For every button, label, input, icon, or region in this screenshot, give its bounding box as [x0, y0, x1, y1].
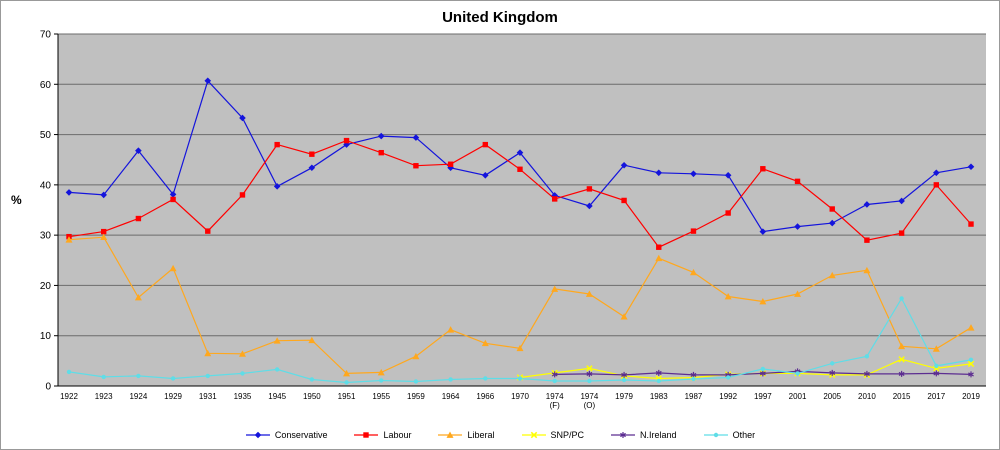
legend-item-conservative: Conservative: [245, 430, 328, 440]
svg-text:1945: 1945: [268, 392, 286, 401]
legend-item-liberal: Liberal: [437, 430, 495, 440]
legend-item-other: Other: [703, 430, 756, 440]
legend-item-n-ireland: N.Ireland: [610, 430, 677, 440]
svg-text:1974(F): 1974 (F): [546, 392, 564, 410]
svg-text:2005: 2005: [823, 392, 841, 401]
svg-text:1970: 1970: [511, 392, 529, 401]
svg-text:1922: 1922: [60, 392, 78, 401]
svg-text:70: 70: [40, 30, 52, 41]
series-liberal: [65, 233, 975, 377]
svg-text:1992: 1992: [719, 392, 737, 401]
svg-text:1987: 1987: [685, 392, 703, 401]
plot-area: [58, 34, 986, 386]
other-legend-marker-icon: [703, 432, 728, 438]
svg-text:1959: 1959: [407, 392, 425, 401]
svg-text:1979: 1979: [615, 392, 633, 401]
svg-text:1929: 1929: [164, 392, 182, 401]
conservative-legend-marker-icon: [245, 431, 270, 439]
liberal-legend-marker-icon: [438, 431, 463, 438]
svg-text:1923: 1923: [95, 392, 113, 401]
series-n-ireland: [551, 368, 974, 378]
svg-text:2019: 2019: [962, 392, 980, 401]
series-conservative: [65, 77, 975, 235]
legend-label: Conservative: [274, 430, 328, 440]
legend-label: Liberal: [467, 430, 495, 440]
n-ireland-legend-marker-icon: [611, 432, 636, 438]
chart-title: United Kingdom: [442, 9, 558, 26]
y-axis-label: %: [11, 193, 22, 207]
svg-text:2010: 2010: [858, 392, 876, 401]
snp-pc-legend-marker-icon: [521, 431, 546, 439]
legend-label: Other: [732, 430, 756, 440]
svg-text:1951: 1951: [338, 392, 356, 401]
svg-text:2015: 2015: [893, 392, 911, 401]
svg-text:1935: 1935: [234, 392, 252, 401]
labour-legend-marker-icon: [354, 432, 379, 438]
legend-item-snp-pc: SNP/PC: [521, 430, 585, 440]
y-axis-tick-labels: 0 10 20 30 40 50 60 70: [40, 30, 52, 393]
svg-text:20: 20: [40, 281, 52, 292]
series-labour: [66, 137, 974, 250]
svg-text:2001: 2001: [789, 392, 807, 401]
legend-label: SNP/PC: [550, 430, 585, 440]
legend: Conservative Labour Liberal SNP/PC N.Ireland…: [1, 427, 999, 443]
series-other: [66, 296, 974, 385]
svg-text:30: 30: [40, 231, 52, 242]
legend-label: Labour: [383, 430, 412, 440]
svg-text:0: 0: [45, 382, 51, 393]
svg-text:2017: 2017: [927, 392, 945, 401]
x-axis-tick-labels: 1922 1923 1924 1929 1931 1935 1945 1950 1951 1955…: [60, 392, 980, 410]
svg-text:50: 50: [40, 130, 52, 141]
svg-text:1924: 1924: [129, 392, 147, 401]
svg-text:60: 60: [40, 80, 52, 91]
legend-label: N.Ireland: [640, 430, 677, 440]
svg-text:1955: 1955: [372, 392, 390, 401]
svg-text:1983: 1983: [650, 392, 668, 401]
legend-item-labour: Labour: [353, 430, 411, 440]
svg-text:1997: 1997: [754, 392, 772, 401]
svg-text:10: 10: [40, 331, 52, 342]
svg-text:40: 40: [40, 180, 52, 191]
svg-text:1966: 1966: [476, 392, 494, 401]
svg-text:1931: 1931: [199, 392, 217, 401]
svg-text:1974(O): 1974 (O): [580, 392, 598, 410]
svg-text:1964: 1964: [442, 392, 460, 401]
svg-text:1950: 1950: [303, 392, 321, 401]
